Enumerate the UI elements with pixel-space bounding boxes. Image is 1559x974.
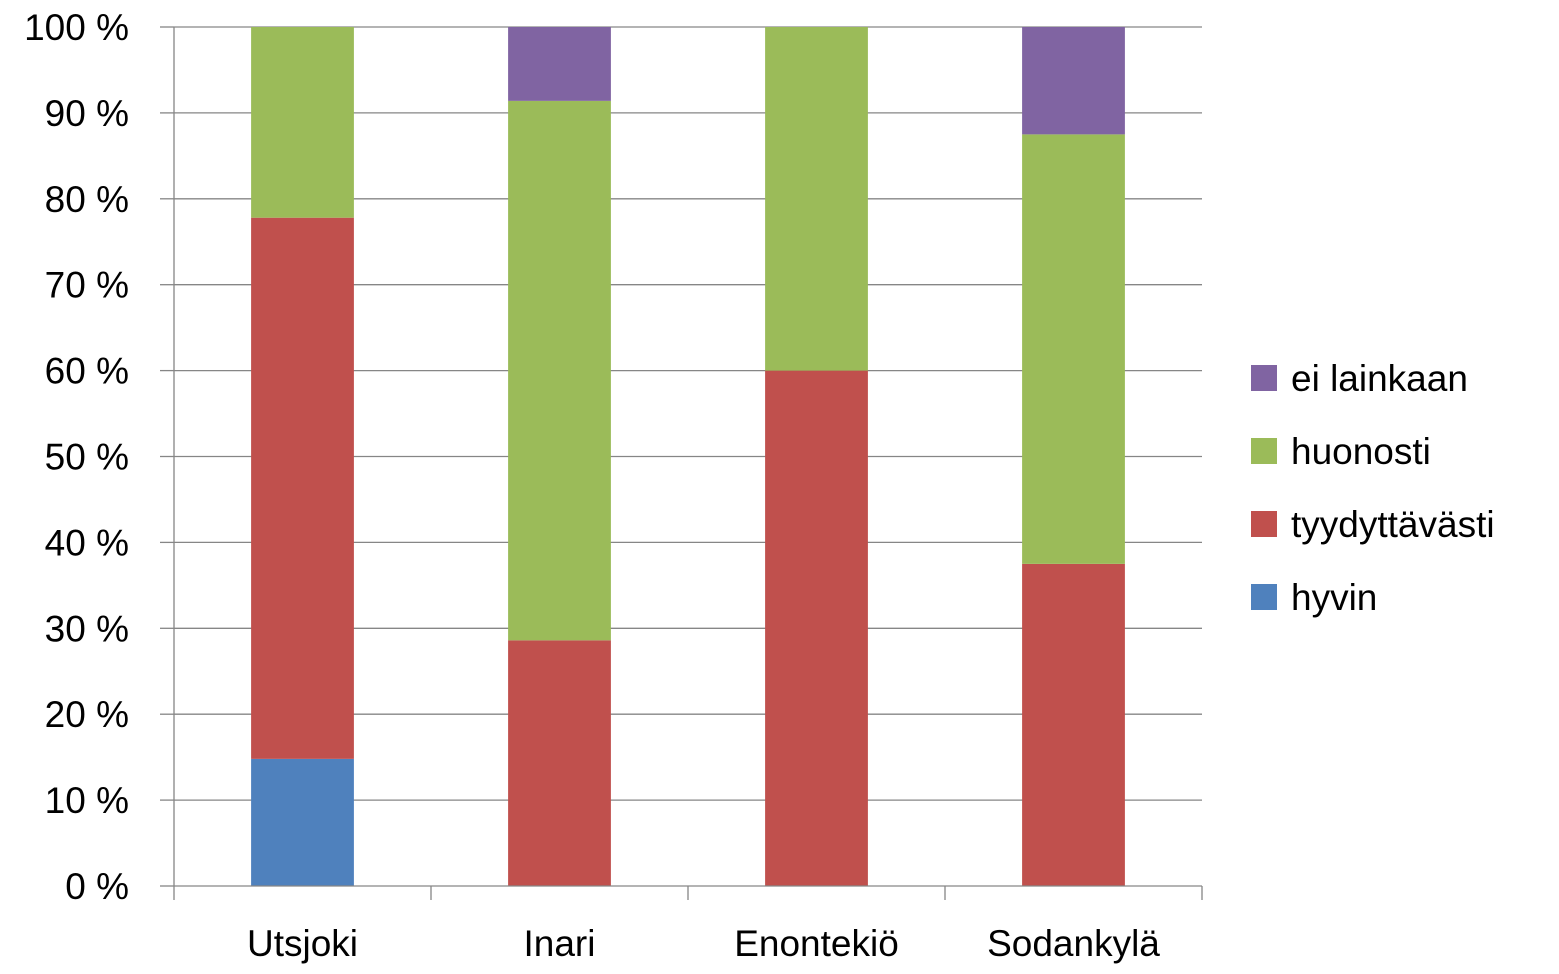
y-tick-label: 80 % — [45, 179, 129, 220]
legend: ei lainkaan huonosti tyydyttävästi hyvin — [1251, 358, 1495, 618]
x-tick-label: Enontekiö — [734, 923, 899, 964]
legend-swatch — [1251, 511, 1277, 537]
bar-segment-huonosti-0 — [251, 27, 354, 218]
x-tick-label: Utsjoki — [247, 923, 358, 964]
bar-segment-tyydyttävästi-2 — [765, 370, 868, 887]
bar-segment-hyvin-0 — [251, 758, 354, 886]
y-tick-label: 20 % — [45, 694, 129, 735]
bar-segment-huonosti-2 — [765, 27, 868, 371]
bar-segment-huonosti-3 — [1022, 134, 1125, 564]
x-tick-label: Inari — [524, 923, 596, 964]
bars — [251, 27, 1125, 887]
y-tick-label: 70 % — [45, 265, 129, 306]
bar-segment-tyydyttävästi-0 — [251, 217, 354, 759]
x-axis-tick-labels: Utsjoki Inari Enontekiö Sodankylä — [247, 923, 1160, 964]
legend-swatch — [1251, 584, 1277, 610]
y-axis-tick-labels: 0 % 10 % 20 % 30 % 40 % 50 % 60 % 70 % 80 % 90 % 1… — [24, 7, 129, 907]
y-tick-label: 10 % — [45, 780, 129, 821]
y-tick-label: 100 % — [24, 7, 129, 48]
legend-label: tyydyttävästi — [1291, 504, 1495, 545]
y-tick-label: 40 % — [45, 522, 129, 563]
y-tick-label: 90 % — [45, 93, 129, 134]
x-tick-label: Sodankylä — [987, 923, 1160, 964]
bar-segment-huonosti-1 — [508, 100, 611, 641]
legend-label: hyvin — [1291, 577, 1377, 618]
y-tick-label: 0 % — [65, 866, 129, 907]
bar-segment-ei-lainkaan-1 — [508, 27, 611, 101]
legend-label: ei lainkaan — [1291, 358, 1468, 399]
legend-label: huonosti — [1291, 431, 1431, 472]
bar-segment-ei-lainkaan-3 — [1022, 27, 1125, 135]
bar-segment-tyydyttävästi-1 — [508, 640, 611, 886]
y-tick-label: 50 % — [45, 437, 129, 478]
legend-swatch — [1251, 365, 1277, 391]
legend-swatch — [1251, 438, 1277, 464]
y-tick-label: 30 % — [45, 608, 129, 649]
y-tick-label: 60 % — [45, 351, 129, 392]
bar-segment-tyydyttävästi-3 — [1022, 563, 1125, 886]
axes — [160, 26, 1203, 900]
